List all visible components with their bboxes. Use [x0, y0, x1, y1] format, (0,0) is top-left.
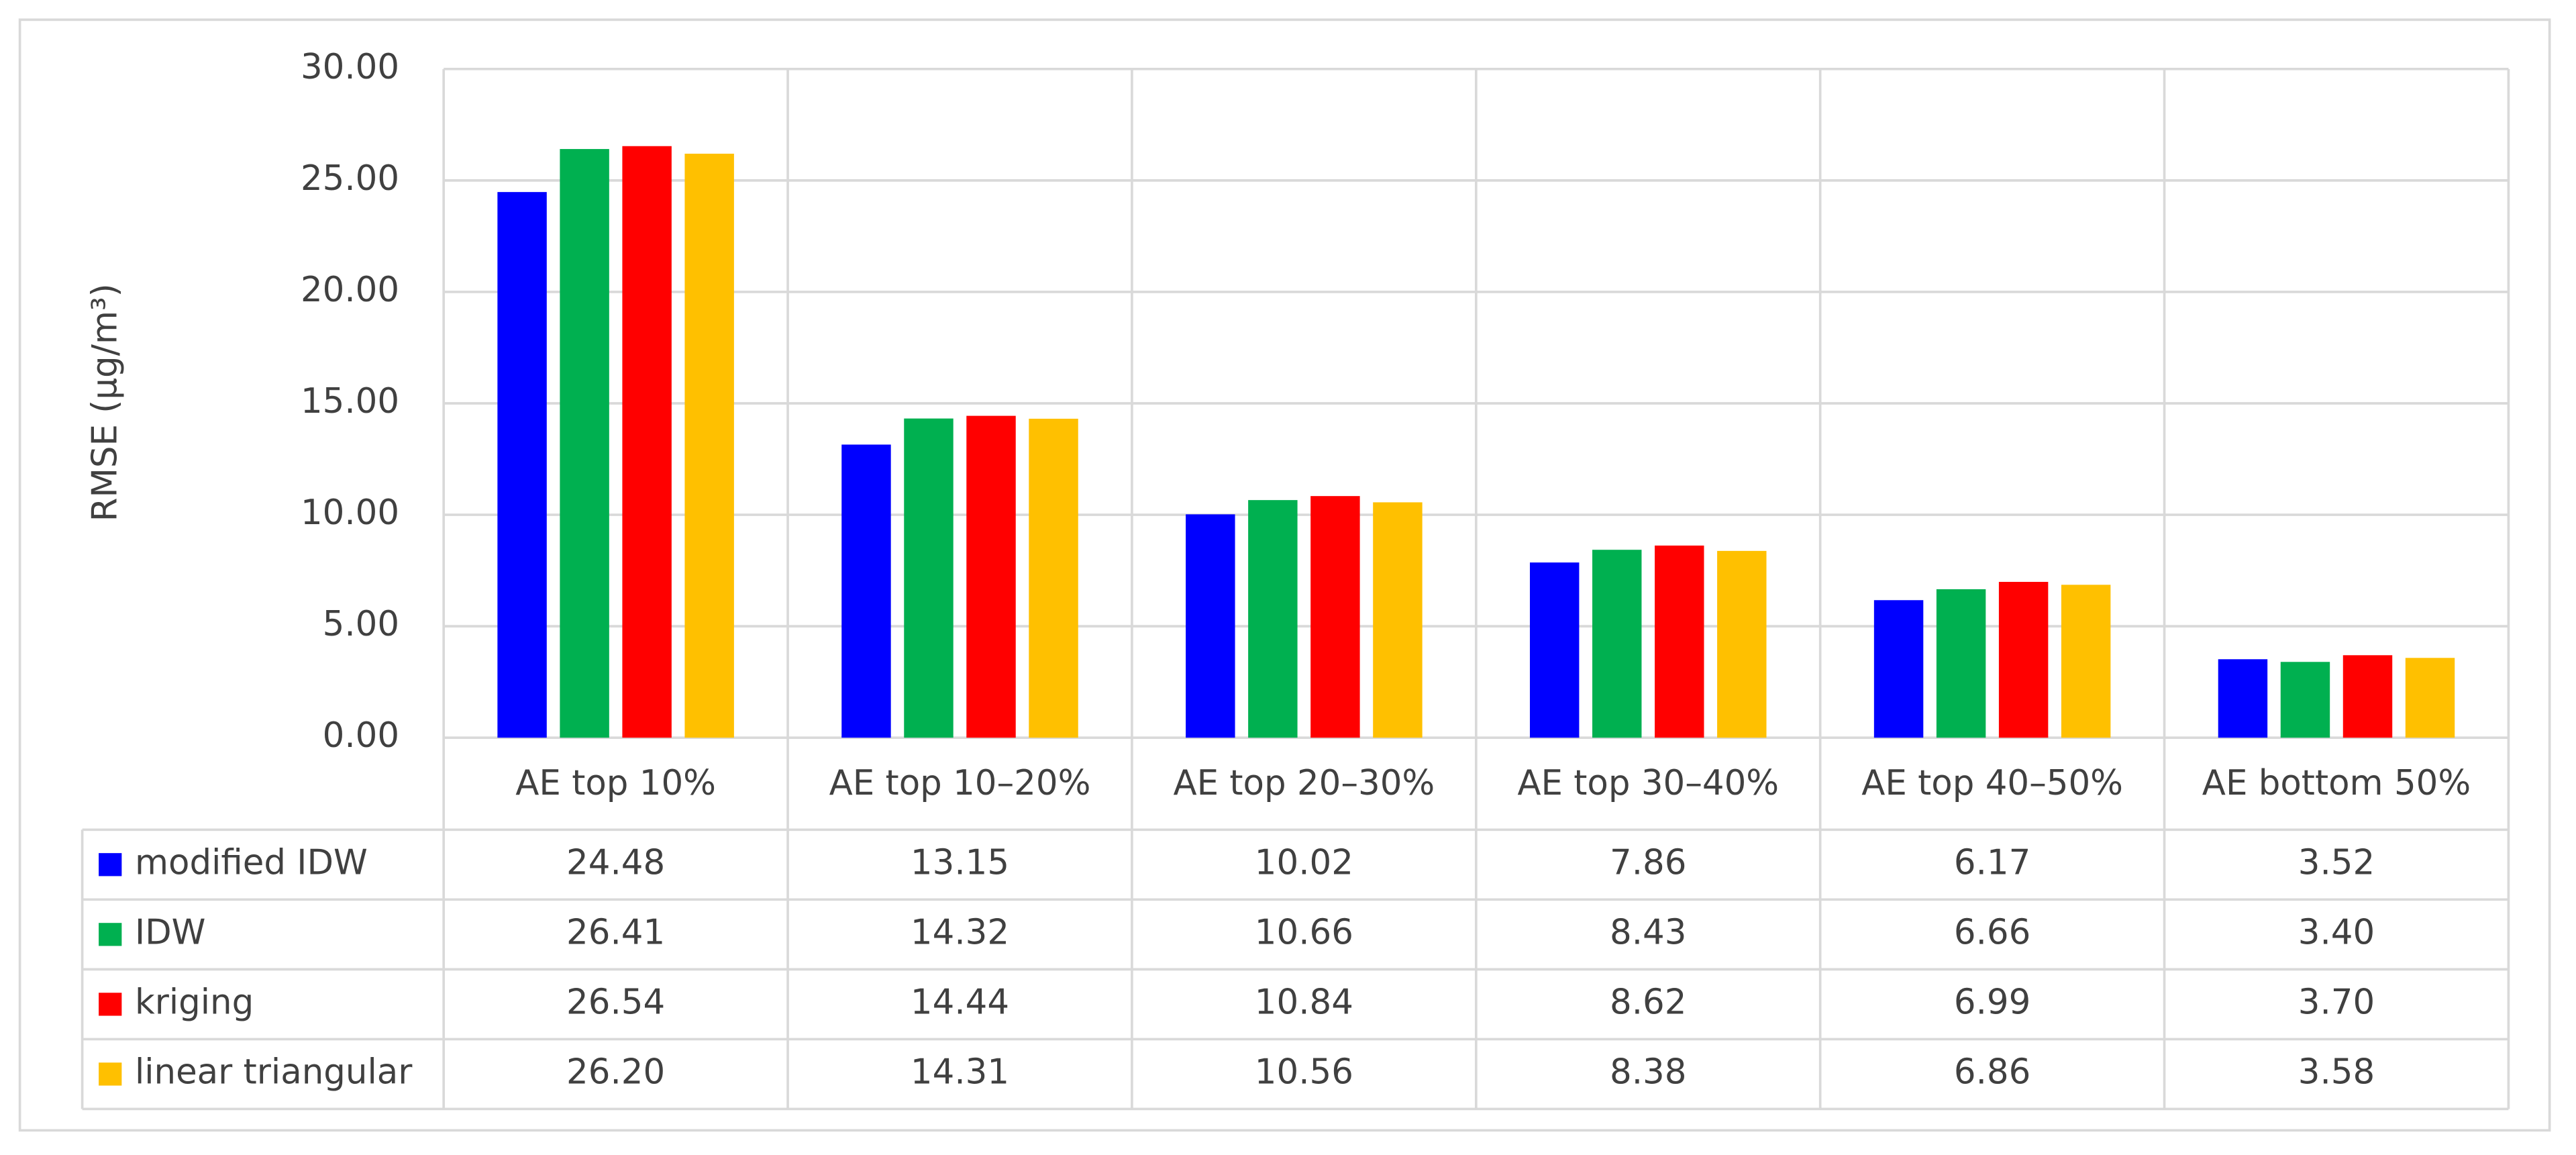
bar — [1936, 589, 1986, 738]
x-tick-label: AE top 30–40% — [1517, 763, 1779, 803]
bar — [1873, 600, 1924, 738]
y-tick-label: 30.00 — [301, 47, 399, 87]
table-value: 6.86 — [1954, 1052, 2030, 1092]
y-tick-label: 20.00 — [301, 270, 399, 310]
table-value: 8.62 — [1610, 982, 1686, 1022]
legend-marker — [99, 993, 122, 1016]
bar — [1248, 500, 1298, 738]
table-value: 10.84 — [1255, 982, 1353, 1022]
legend-label: kriging — [135, 982, 254, 1022]
table-value: 8.43 — [1610, 912, 1686, 952]
table-value: 14.32 — [911, 912, 1009, 952]
x-tick-label: AE top 10% — [515, 763, 716, 803]
y-axis-label: RMSE (μg/m³) — [85, 283, 125, 521]
bar — [841, 444, 891, 738]
table-value: 6.99 — [1954, 982, 2030, 1022]
bar — [966, 415, 1016, 738]
bar — [497, 192, 547, 738]
bar — [1998, 582, 2049, 738]
table-value: 7.86 — [1610, 842, 1686, 883]
bar — [2280, 662, 2330, 738]
y-tick-label: 5.00 — [323, 604, 399, 644]
y-tick-label: 0.00 — [323, 715, 399, 756]
bar — [1592, 550, 1642, 738]
x-tick-label: AE top 40–50% — [1861, 763, 2123, 803]
x-tick-label: AE top 20–30% — [1173, 763, 1435, 803]
bar — [2342, 655, 2393, 738]
bar — [1655, 545, 1704, 738]
table-value: 26.41 — [566, 912, 665, 952]
table-value: 3.52 — [2298, 842, 2375, 883]
table-value: 13.15 — [911, 842, 1009, 883]
bar — [560, 149, 609, 738]
bar — [2061, 585, 2111, 738]
bar — [2218, 659, 2268, 738]
bar — [1186, 514, 1235, 738]
bar — [2405, 658, 2455, 738]
bar — [622, 146, 672, 738]
table-value: 26.54 — [566, 982, 665, 1022]
legend-label: IDW — [135, 912, 206, 952]
table-value: 3.40 — [2298, 912, 2375, 952]
legend-marker — [99, 853, 122, 876]
table-value: 3.70 — [2298, 982, 2375, 1022]
y-tick-label: 15.00 — [301, 381, 399, 421]
bar — [1029, 418, 1078, 738]
table-value: 10.02 — [1255, 842, 1353, 883]
table-value: 14.31 — [911, 1052, 1009, 1092]
legend-label: modified IDW — [135, 842, 368, 883]
table-value: 6.66 — [1954, 912, 2030, 952]
legend-marker — [99, 1062, 122, 1086]
table-value: 10.66 — [1255, 912, 1353, 952]
bar — [1373, 502, 1423, 738]
bar — [1717, 550, 1767, 738]
bar — [1310, 496, 1360, 738]
x-tick-label: AE bottom 50% — [2202, 763, 2471, 803]
y-tick-label: 25.00 — [301, 158, 399, 199]
y-tick-label: 10.00 — [301, 493, 399, 533]
table-value: 26.20 — [566, 1052, 665, 1092]
table-value: 14.44 — [911, 982, 1009, 1022]
table-value: 6.17 — [1954, 842, 2030, 883]
bar — [684, 154, 734, 738]
bar — [1529, 562, 1580, 738]
bar — [904, 418, 954, 738]
x-tick-label: AE top 10–20% — [829, 763, 1091, 803]
table-value: 3.58 — [2298, 1052, 2375, 1092]
legend-label: linear triangular — [135, 1052, 413, 1092]
table-value: 8.38 — [1610, 1052, 1686, 1092]
table-value: 24.48 — [566, 842, 665, 883]
legend-marker — [99, 923, 122, 946]
table-value: 10.56 — [1255, 1052, 1353, 1092]
